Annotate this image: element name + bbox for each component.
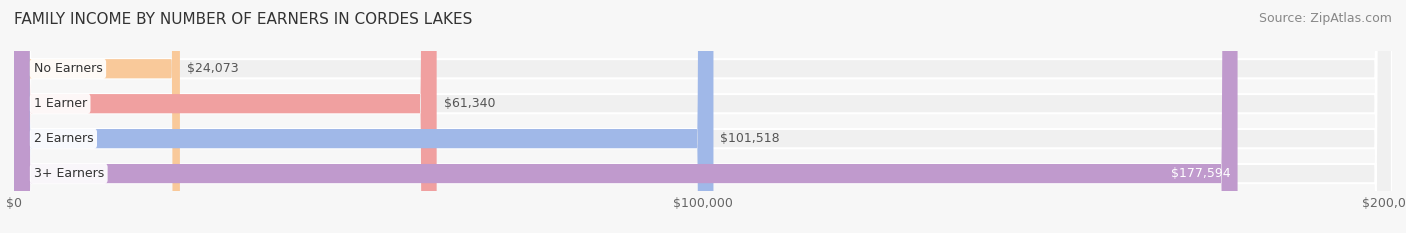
FancyBboxPatch shape: [14, 0, 1392, 233]
Text: $61,340: $61,340: [443, 97, 495, 110]
Text: $177,594: $177,594: [1171, 167, 1230, 180]
FancyBboxPatch shape: [14, 0, 180, 233]
Text: $24,073: $24,073: [187, 62, 239, 75]
Text: FAMILY INCOME BY NUMBER OF EARNERS IN CORDES LAKES: FAMILY INCOME BY NUMBER OF EARNERS IN CO…: [14, 12, 472, 27]
Text: 3+ Earners: 3+ Earners: [34, 167, 104, 180]
Text: 1 Earner: 1 Earner: [34, 97, 87, 110]
Text: 2 Earners: 2 Earners: [34, 132, 93, 145]
Text: No Earners: No Earners: [34, 62, 103, 75]
Text: $101,518: $101,518: [720, 132, 780, 145]
FancyBboxPatch shape: [14, 0, 1392, 233]
FancyBboxPatch shape: [14, 0, 713, 233]
FancyBboxPatch shape: [14, 0, 1392, 233]
Text: Source: ZipAtlas.com: Source: ZipAtlas.com: [1258, 12, 1392, 25]
FancyBboxPatch shape: [14, 0, 1392, 233]
FancyBboxPatch shape: [14, 0, 1237, 233]
FancyBboxPatch shape: [14, 0, 437, 233]
